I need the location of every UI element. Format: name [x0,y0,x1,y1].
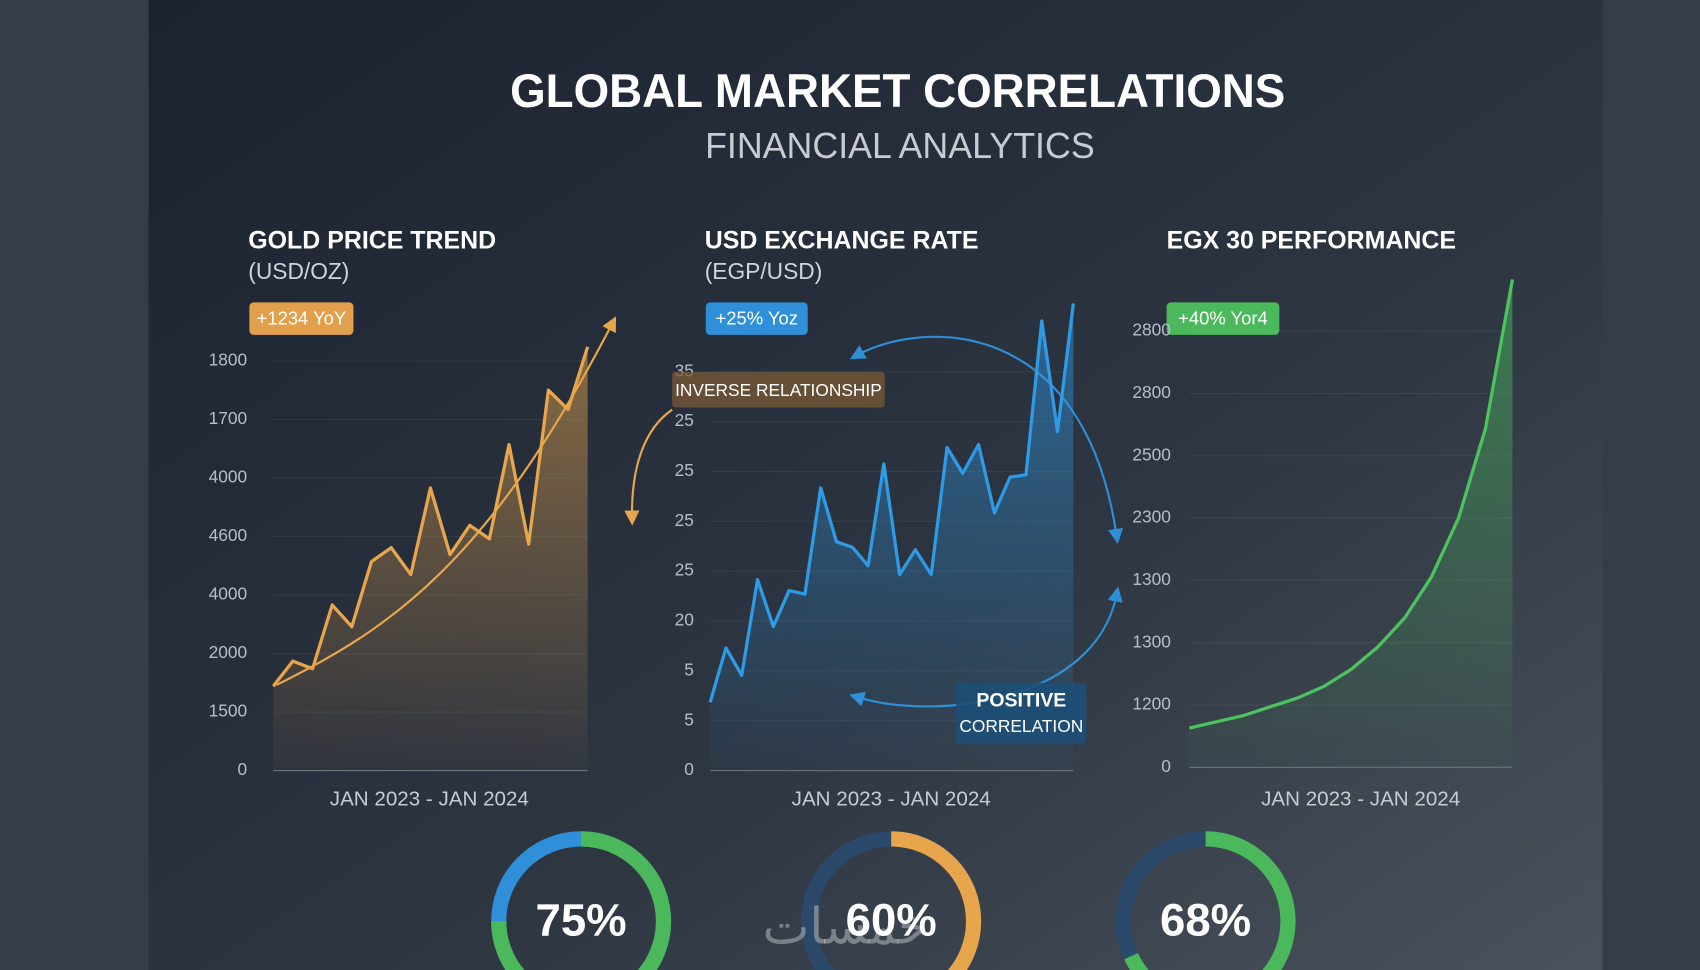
y-tick-label: 4600 [209,525,248,545]
y-tick-label: 1500 [209,701,248,721]
y-tick-label: 25 [675,510,694,530]
annotation: INVERSE RELATIONSHIP [675,380,882,400]
annotation-box [956,682,1087,744]
y-tick-label: 20 [675,610,694,630]
donut-label: 75% [536,894,627,945]
y-tick-label: 25 [675,460,694,480]
badge [249,302,354,335]
badge-label: +25% Yoz [716,308,798,329]
x-axis-label: JAN 2023 - JAN 2024 [792,787,991,810]
chart-title: EGX 30 PERFORMANCE [1167,226,1456,254]
x-axis-label: JAN 2023 - JAN 2024 [1261,787,1460,810]
y-tick-label: 0 [684,759,694,779]
line [708,303,1075,703]
y-tick-label: 2300 [1132,507,1171,527]
y-tick-label: 1700 [209,408,248,428]
watermark: خمسات [763,897,929,955]
chart-title: GOLD PRICE TREND [248,226,496,254]
chart-subtitle: (EGP/USD) [705,258,823,284]
y-tick-label: 4000 [209,467,248,487]
annotation-box [672,371,885,408]
y-tick-label: 2800 [1132,320,1171,340]
donut-label: 68% [1160,894,1251,945]
badge-label: +40% Yor4 [1178,308,1268,329]
annotation: POSITIVE [976,689,1066,711]
y-tick-label: 1300 [1132,569,1171,589]
inverse-arrow [624,408,673,526]
badge [705,302,808,335]
annotation: CORRELATION [959,716,1083,736]
chart-title: USD EXCHANGE RATE [705,226,979,254]
y-tick-label: 1300 [1132,631,1171,651]
y-tick-label: 2500 [1132,444,1171,464]
badge [1166,302,1280,335]
donut-arc [491,831,672,970]
area [710,303,1074,771]
y-tick-label: 0 [1161,756,1171,776]
y-tick-label: 5 [684,659,694,679]
line [1188,279,1515,730]
badge-label: +1234 YoY [257,308,347,329]
donut-label: 60% [846,894,937,945]
correlation-arrow [849,335,1124,544]
y-tick-label: 2800 [1132,382,1171,402]
area [1189,279,1513,768]
y-tick-label: 25 [675,560,694,580]
y-tick-label: 1200 [1132,694,1171,714]
y-tick-label: 1800 [209,349,248,369]
x-axis-label: JAN 2023 - JAN 2024 [330,787,529,810]
y-tick-label: 25 [675,410,694,430]
y-tick-label: 5 [684,709,694,729]
line [271,346,590,688]
chart-subtitle: (USD/OZ) [248,258,349,284]
y-tick-label: 0 [238,759,248,779]
donut-arc [801,831,982,970]
y-tick-label: 2000 [209,642,248,662]
page-subtitle: FINANCIAL ANALYTICS [705,126,1095,166]
page-title: GLOBAL MARKET CORRELATIONS [510,65,1285,118]
y-tick-label: 4000 [209,584,248,604]
donut-arc [1115,831,1296,970]
